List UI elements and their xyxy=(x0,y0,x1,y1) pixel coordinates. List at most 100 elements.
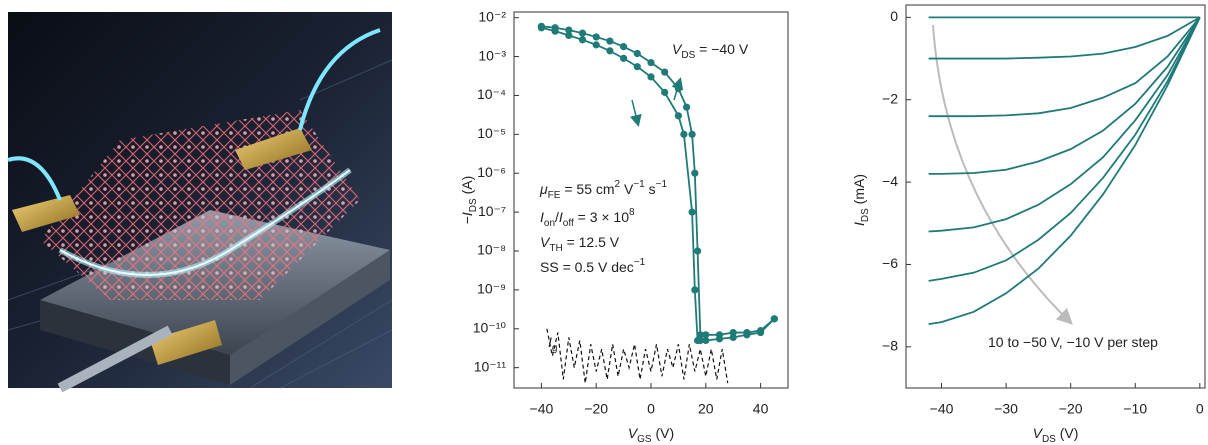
text-run: −1 xyxy=(656,179,668,190)
annotation: VDS = −40 V xyxy=(672,41,749,61)
sweep-arrows xyxy=(629,77,684,127)
text-run: (V) xyxy=(652,425,675,441)
data-point xyxy=(606,47,614,55)
y-tick-label: 10⁻⁶ xyxy=(477,164,506,180)
step-arrow xyxy=(932,24,1073,325)
series-line xyxy=(546,328,729,384)
data-point xyxy=(551,27,559,35)
data-point xyxy=(592,41,600,49)
y-tick-label: 10⁻⁵ xyxy=(477,125,506,141)
data-point xyxy=(691,169,699,177)
text-run: (mA) xyxy=(851,174,867,208)
data-point xyxy=(743,331,751,339)
series-line xyxy=(928,16,1201,233)
x-tick-label: −30 xyxy=(994,401,1018,417)
data-point xyxy=(715,335,724,343)
data-point xyxy=(680,130,688,138)
series-line xyxy=(928,16,1201,282)
series-line xyxy=(541,25,775,336)
y-tick-label: 10⁻⁹ xyxy=(477,281,506,297)
series-line xyxy=(928,16,1201,175)
data-point xyxy=(729,333,737,342)
text-run: = 3 × 10 xyxy=(574,209,629,225)
text-run: s xyxy=(645,181,656,197)
y-axis-title: IDS (mA) xyxy=(851,174,871,226)
data-point xyxy=(770,315,778,323)
data-point xyxy=(633,49,641,58)
y-tick-label: −8 xyxy=(882,338,898,354)
text-run: 10 to −50 V, −10 V per step xyxy=(988,334,1158,350)
data-point xyxy=(688,130,696,138)
text-run: (V) xyxy=(1056,425,1079,441)
series-line xyxy=(928,16,1201,326)
data-point xyxy=(674,112,683,120)
data-point xyxy=(537,24,546,32)
data-point xyxy=(693,247,702,255)
x-tick-label: −20 xyxy=(1059,401,1083,417)
text-run: SS = 0.5 V dec xyxy=(540,259,634,275)
data-point xyxy=(696,331,704,339)
text-run: FE xyxy=(548,190,561,201)
text-run: V xyxy=(672,41,683,57)
text-run: − xyxy=(459,216,475,224)
text-run: I xyxy=(540,209,544,225)
text-run: I xyxy=(559,209,563,225)
x-tick-label: 0 xyxy=(1196,401,1204,417)
text-run: I xyxy=(548,334,552,350)
text-run: / xyxy=(555,209,559,225)
plot-area xyxy=(537,22,778,384)
text-run: GS xyxy=(637,434,652,445)
x-tick-label: 0 xyxy=(647,401,655,417)
text-run: V xyxy=(540,234,551,250)
data-point xyxy=(592,33,600,41)
annotation: VTH = 12.5 V xyxy=(540,234,620,254)
annotation: 10 to −50 V, −10 V per step xyxy=(988,334,1158,350)
text-run: V xyxy=(1033,425,1044,441)
x-tick-label: 20 xyxy=(698,401,714,417)
data-point xyxy=(757,328,765,337)
x-tick-label: −20 xyxy=(584,401,608,417)
annotation: Ig xyxy=(548,334,557,354)
data-point xyxy=(702,336,710,345)
y-tick-label: 10⁻² xyxy=(478,8,506,24)
annotation: μFE = 55 cm2 V−1 s−1 xyxy=(539,179,667,201)
text-run: TH xyxy=(549,243,562,254)
y-tick-label: −2 xyxy=(882,90,898,106)
y-tick-label: 10⁻⁸ xyxy=(477,242,506,258)
data-point xyxy=(696,336,704,345)
y-tick-label: −6 xyxy=(882,255,898,271)
data-point xyxy=(702,331,710,339)
text-run: V xyxy=(628,425,639,441)
y-tick-label: 10⁻¹¹ xyxy=(474,358,507,374)
text-run: DS xyxy=(860,208,871,222)
text-run: = 12.5 V xyxy=(563,234,620,250)
series-line xyxy=(928,16,1201,60)
y-tick-label: 0 xyxy=(890,8,898,24)
annotation: Ion/Ioff = 3 × 108 xyxy=(540,207,635,229)
data-point xyxy=(661,88,669,96)
y-tick-label: 10⁻³ xyxy=(478,47,506,63)
x-tick-label: −40 xyxy=(930,401,954,417)
y-tick-label: 10⁻⁷ xyxy=(478,203,506,219)
text-run: off xyxy=(563,218,574,229)
text-run: I xyxy=(851,222,867,226)
x-tick-label: −10 xyxy=(1123,401,1147,417)
x-axis-title: VDS (V) xyxy=(1033,425,1079,445)
data-point xyxy=(688,208,696,216)
y-axis-title: −IDS (A) xyxy=(459,176,479,225)
text-run: (A) xyxy=(459,176,475,199)
plot-area xyxy=(928,16,1201,326)
series-line xyxy=(928,16,1201,118)
plot-frame xyxy=(905,4,1206,389)
text-run: −1 xyxy=(634,257,646,268)
data-point xyxy=(661,68,669,76)
data-point xyxy=(683,103,691,111)
text-run: = 55 cm xyxy=(560,181,614,197)
text-run: on xyxy=(544,218,555,229)
text-run: = −40 V xyxy=(695,41,749,57)
text-run: 8 xyxy=(629,207,635,218)
data-point xyxy=(565,31,573,40)
y-tick-label: −4 xyxy=(882,173,898,189)
data-point xyxy=(620,43,628,51)
